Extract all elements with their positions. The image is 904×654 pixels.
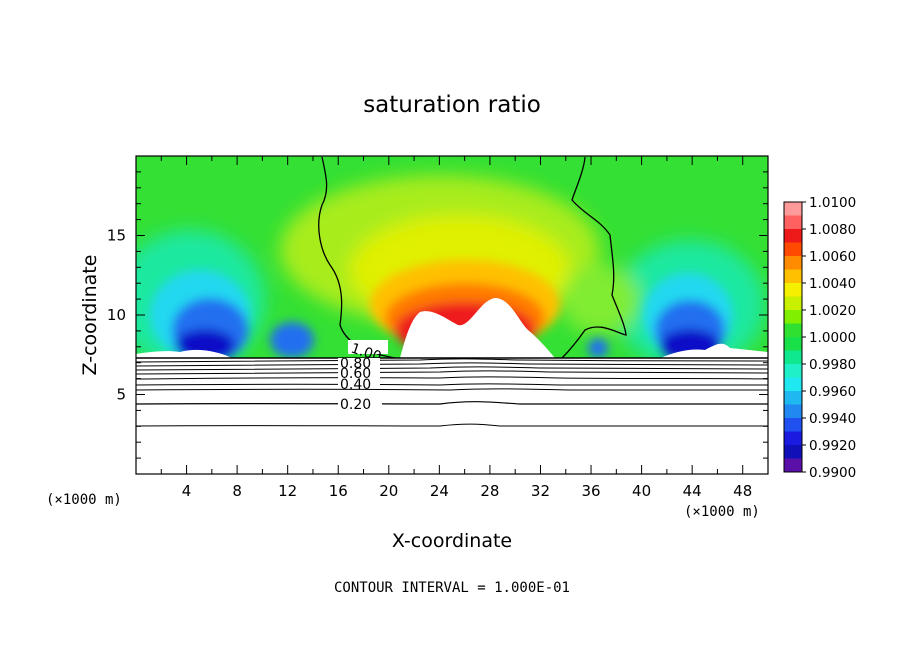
colorbar-swatch — [784, 283, 802, 297]
colorbar-label: 1.0080 — [809, 222, 856, 238]
colorbar-swatch — [784, 458, 802, 473]
colorbar-swatch — [784, 215, 802, 230]
colorbar-label: 0.9980 — [809, 357, 856, 373]
y-ticks: 5 10 15 — [107, 171, 768, 459]
x-tick-label: 4 — [182, 482, 192, 500]
colorbar-label: 0.9940 — [809, 411, 856, 427]
colorbar-swatch — [784, 242, 802, 257]
contour-interval-note: CONTOUR INTERVAL = 1.000E-01 — [334, 580, 570, 596]
x-tick-label: 48 — [733, 482, 752, 500]
chart-title: saturation ratio — [363, 92, 541, 118]
colorbar-label: 1.0060 — [809, 249, 856, 265]
colorbar-swatch — [784, 256, 802, 270]
colorbar-swatch — [784, 323, 802, 338]
colorbar-label: 1.0040 — [809, 276, 856, 292]
x-tick-label: 40 — [632, 482, 651, 500]
colorbar-swatch — [784, 350, 802, 365]
colorbar-label: 1.0020 — [809, 303, 856, 319]
x-tick-label: 36 — [581, 482, 600, 500]
y-tick-label: 5 — [116, 386, 126, 404]
x-tick-label: 20 — [379, 482, 398, 500]
colorbar-swatch — [784, 431, 802, 446]
x-unit-label: (×1000 m) — [684, 504, 760, 520]
colorbar-swatch — [784, 310, 802, 324]
contour-label: 0.40 — [340, 377, 371, 393]
colorbar-swatch — [784, 404, 802, 419]
colorbar-label: 0.9900 — [809, 465, 856, 481]
x-axis-label: X-coordinate — [392, 530, 512, 552]
colorbar-swatch — [784, 269, 802, 284]
contour-label: 0.80 — [340, 356, 371, 372]
white-region — [400, 298, 555, 358]
colorbar-label: 0.9920 — [809, 438, 856, 454]
colorbar-swatch — [784, 377, 802, 392]
colorbar-swatch — [784, 337, 802, 351]
colorbar-swatch — [784, 391, 802, 405]
contour-1-00-lines — [318, 156, 627, 359]
colorbar-swatch — [784, 202, 802, 216]
contour-label: 0.60 — [340, 366, 371, 382]
contour-label-group: 1.00 0.80 0.60 0.40 0.20 — [338, 340, 388, 413]
y-axis-label: Z-coordinate — [79, 255, 101, 376]
colorbar-swatch — [784, 445, 802, 459]
y-tick-label: 15 — [107, 227, 126, 245]
x-tick-label: 12 — [278, 482, 297, 500]
y-tick-label: 10 — [107, 306, 126, 324]
x-tick-label: 32 — [531, 482, 550, 500]
colorbar-swatch — [784, 418, 802, 432]
colorbar-label: 0.9960 — [809, 384, 856, 400]
colorbar-swatch — [784, 229, 802, 243]
z-unit-label: (×1000 m) — [46, 492, 122, 508]
contour-label: 0.20 — [340, 397, 371, 413]
x-tick-label: 28 — [480, 482, 499, 500]
lower-contours — [135, 357, 769, 427]
colorbar-label: 1.0000 — [809, 330, 856, 346]
x-ticks: 4 8 12 16 20 24 28 32 36 40 44 48 — [160, 156, 752, 500]
colorbar-label: 1.0100 — [809, 195, 856, 211]
colorbar-swatch — [784, 364, 802, 378]
colorbar-swatch — [784, 296, 802, 311]
x-tick-label: 24 — [430, 482, 449, 500]
x-tick-label: 44 — [683, 482, 702, 500]
saturation-field — [136, 156, 768, 358]
x-tick-label: 16 — [329, 482, 348, 500]
x-tick-label: 8 — [232, 482, 242, 500]
colorbar: 1.0100 1.0080 1.0060 1.0040 1.0020 1.0000 0.99… — [783, 195, 856, 481]
